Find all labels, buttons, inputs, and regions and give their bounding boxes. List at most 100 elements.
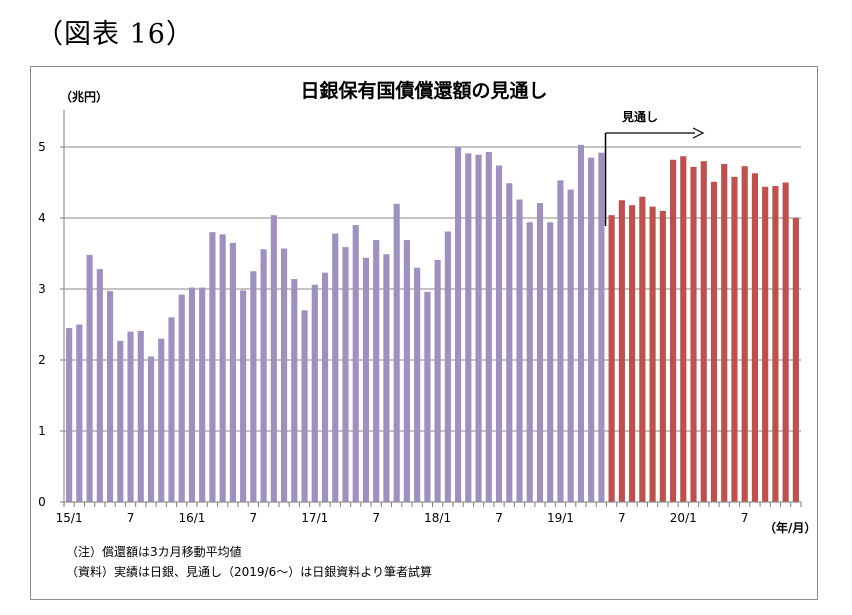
bar	[741, 166, 748, 503]
bar	[373, 240, 380, 502]
bar	[86, 254, 93, 502]
bar	[66, 328, 73, 502]
bar	[311, 284, 318, 502]
bar	[700, 161, 707, 502]
bar	[465, 153, 472, 502]
chart-title: 日銀保有国債償還額の見通し	[300, 80, 548, 102]
bar	[250, 271, 257, 502]
bar	[710, 181, 718, 503]
bar	[690, 166, 697, 502]
bar	[270, 215, 277, 502]
bar	[393, 203, 400, 503]
y-tick-label: 3	[38, 282, 46, 296]
bar	[659, 210, 666, 502]
bar	[301, 310, 308, 502]
bar	[342, 247, 349, 502]
bar	[475, 154, 482, 502]
bar	[639, 196, 646, 502]
bar	[96, 269, 103, 502]
y-tick-label: 1	[38, 424, 46, 438]
bar	[608, 215, 615, 502]
bar	[219, 234, 226, 502]
bar	[577, 144, 584, 502]
bar	[618, 200, 625, 502]
bar	[455, 147, 462, 502]
bar	[536, 203, 544, 502]
bar	[240, 290, 247, 502]
bar	[362, 257, 370, 502]
bar	[352, 225, 359, 502]
y-tick-label: 4	[38, 211, 46, 225]
x-tick-label: 15/1	[56, 511, 83, 525]
bar	[383, 254, 390, 502]
bar	[485, 151, 492, 502]
bar	[209, 232, 216, 502]
bar	[557, 180, 564, 502]
bar	[127, 331, 134, 502]
x-tick-label: 7	[127, 511, 135, 525]
bar	[168, 317, 175, 502]
bar	[680, 156, 687, 503]
bar	[158, 338, 165, 502]
bar	[188, 287, 196, 502]
bar	[414, 267, 421, 502]
bar	[721, 164, 728, 503]
y-axis-label: （兆円）	[60, 90, 109, 104]
bar	[731, 176, 738, 502]
bar	[669, 159, 677, 502]
bar	[332, 233, 339, 502]
bar	[106, 291, 114, 502]
bar	[649, 206, 656, 502]
x-tick-label: 7	[495, 511, 503, 525]
bar	[434, 259, 441, 502]
bar	[147, 356, 155, 502]
bar	[260, 249, 267, 502]
x-tick-label: 7	[618, 511, 626, 525]
bar	[588, 157, 595, 502]
bar	[76, 324, 83, 502]
note-line: （注）償還額は3カ月移動平均値	[66, 545, 242, 559]
source-line: （資料）実績は日銀、見通し（2019/6～）は日銀資料より筆者試算	[66, 565, 432, 579]
bar	[291, 279, 298, 502]
bar	[598, 152, 605, 502]
bar	[321, 272, 329, 502]
bar	[751, 173, 759, 502]
bar	[403, 240, 410, 502]
bar	[199, 287, 206, 502]
bar	[762, 186, 769, 502]
chart-frame	[30, 66, 818, 600]
bar	[629, 205, 636, 502]
bar	[772, 186, 779, 503]
y-tick-label: 0	[38, 495, 46, 509]
bar	[782, 182, 789, 502]
x-tick-label: 18/1	[424, 511, 451, 525]
bar	[424, 291, 431, 502]
x-tick-label: 19/1	[547, 511, 574, 525]
bar	[516, 199, 523, 503]
bar	[281, 248, 288, 502]
figure-label: （図表 16）	[36, 19, 194, 50]
bar	[444, 231, 451, 503]
x-tick-label: 16/1	[178, 511, 205, 525]
y-tick-label: 2	[38, 353, 46, 367]
bar	[117, 340, 124, 502]
bar	[229, 242, 236, 502]
arrow-head-icon	[692, 127, 705, 139]
bar	[495, 165, 503, 502]
x-tick-label: 7	[372, 511, 380, 525]
bar	[792, 218, 799, 502]
bar	[506, 183, 513, 502]
x-tick-label: 20/1	[670, 511, 697, 525]
bar	[547, 222, 554, 502]
bar	[178, 294, 185, 502]
x-tick-label: 7	[741, 511, 749, 525]
x-tick-label: 17/1	[301, 511, 328, 525]
bar	[137, 330, 144, 502]
forecast-label: 見通し	[621, 109, 658, 124]
x-axis-label: （年/月）	[764, 521, 817, 535]
bar	[567, 189, 574, 502]
y-tick-label: 5	[38, 140, 46, 154]
bar	[526, 222, 533, 502]
x-tick-label: 7	[250, 511, 258, 525]
